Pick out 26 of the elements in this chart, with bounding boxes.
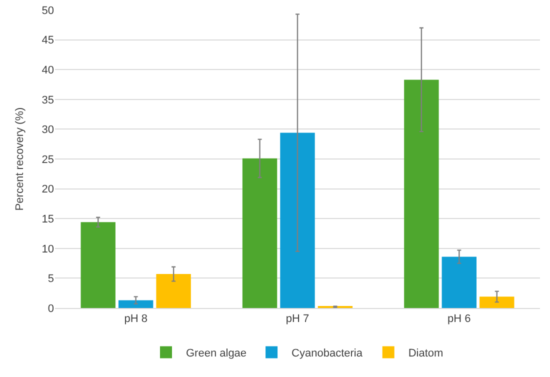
y-tick-label: 25	[42, 154, 54, 166]
y-tick-label: 50	[42, 4, 54, 17]
y-tick-label: 35	[42, 94, 54, 106]
y-tick-label: 40	[42, 64, 54, 76]
bar	[118, 300, 154, 308]
legend-label: Green algae	[186, 348, 247, 360]
y-tick-label: 15	[42, 213, 54, 226]
bar	[480, 296, 514, 308]
bar	[442, 256, 477, 308]
legend-label: Diatom	[408, 348, 444, 360]
y-tick-label: 10	[42, 243, 54, 256]
bar	[280, 132, 315, 308]
y-tick-label: 45	[42, 34, 54, 47]
x-tick-label: pH 7	[286, 313, 310, 326]
y-tick-label: 0	[48, 302, 54, 315]
bar	[404, 80, 439, 308]
bar	[80, 222, 116, 308]
legend-label: Cyanobacteria	[292, 348, 364, 360]
x-tick-label: pH 6	[448, 313, 471, 326]
x-tick-label: pH 8	[124, 313, 148, 326]
bar	[242, 158, 278, 308]
y-axis-title: Percent recovery (%)	[14, 107, 26, 211]
y-tick-label: 20	[42, 184, 54, 196]
y-tick-label: 5	[48, 273, 54, 286]
y-tick-label: 30	[42, 124, 54, 136]
bar	[156, 274, 191, 308]
